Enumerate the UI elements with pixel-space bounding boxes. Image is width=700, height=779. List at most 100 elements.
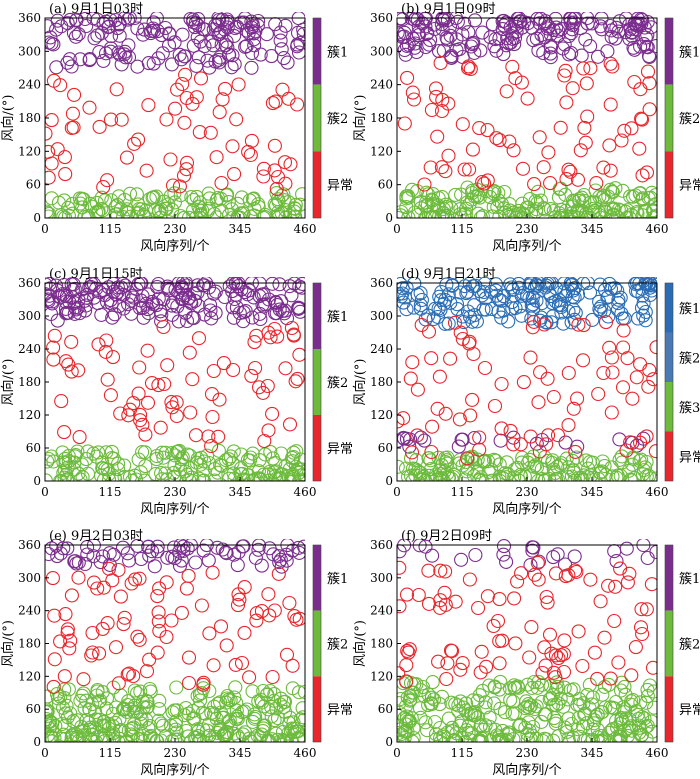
scatter-point <box>640 64 656 79</box>
x-tick-label: 115 <box>451 222 474 236</box>
scatter-point <box>550 472 565 481</box>
scatter-point <box>644 278 657 293</box>
scatter-point <box>170 82 185 97</box>
scatter-point <box>540 277 555 291</box>
scatter-point <box>171 314 186 329</box>
scatter-point <box>167 551 182 566</box>
scatter-point <box>253 47 268 62</box>
scatter-point <box>187 293 203 308</box>
scatter-point <box>407 677 422 692</box>
y-tick-label: 360 <box>18 276 41 290</box>
scatter-point <box>168 448 183 463</box>
scatter-point <box>210 725 225 740</box>
scatter-point <box>428 727 444 742</box>
scatter-points <box>45 539 305 742</box>
scatter-point <box>425 187 441 202</box>
scatter-point <box>177 708 192 723</box>
scatter-point <box>156 319 171 335</box>
scatter-point <box>438 164 453 179</box>
scatter-point <box>633 620 649 635</box>
scatter-point <box>149 452 164 467</box>
scatter-point <box>225 139 240 154</box>
scatter-point <box>285 658 300 673</box>
scatter-point <box>267 603 282 618</box>
scatter-point <box>643 471 657 481</box>
scatter-point <box>64 730 79 742</box>
scatter-point <box>475 25 490 40</box>
scatter-point <box>491 185 506 201</box>
scatter-point <box>400 643 415 658</box>
scatter-point <box>135 445 150 460</box>
scatter-point <box>90 682 105 698</box>
scatter-point <box>617 679 632 694</box>
scatter-point <box>439 456 455 471</box>
scatter-point <box>457 472 472 481</box>
scatter-point <box>67 296 82 311</box>
y-tick-label: 360 <box>18 11 41 25</box>
scatter-point <box>225 455 240 470</box>
scatter-point <box>108 199 123 214</box>
scatter-point <box>257 718 272 733</box>
scatter-point <box>500 466 515 481</box>
y-axis-label: 风向/(°) <box>0 620 16 667</box>
scatter-point <box>604 350 619 365</box>
scatter-point <box>600 44 615 59</box>
scatter-point <box>114 112 129 127</box>
scatter-point <box>479 659 494 674</box>
scatter-point <box>455 331 470 347</box>
scatter-point <box>432 209 447 218</box>
scatter-point <box>611 202 626 217</box>
scatter-point <box>431 301 446 316</box>
scatter-point <box>252 453 267 468</box>
scatter-point <box>267 163 282 178</box>
scatter-point <box>520 91 535 106</box>
scatter-point <box>193 71 209 86</box>
scatter-point <box>165 178 181 193</box>
scatter-point <box>156 450 171 465</box>
scatter-point <box>232 731 247 742</box>
scatter-point <box>441 148 456 163</box>
scatter-point <box>203 125 218 140</box>
scatter-point <box>496 471 511 481</box>
scatter-point <box>632 725 647 740</box>
scatter-point <box>291 301 305 316</box>
scatter-point <box>60 460 75 475</box>
panel-title: (c) 9月1日15时 <box>49 267 143 282</box>
scatter-point <box>575 473 590 481</box>
y-tick-label: 300 <box>370 309 393 323</box>
panel-title: (b) 9月1日09时 <box>401 2 496 17</box>
x-tick-label: 230 <box>516 222 539 236</box>
scatter-point <box>489 288 504 303</box>
scatter-point <box>45 204 54 218</box>
scatter-points <box>397 277 657 481</box>
scatter-point <box>141 721 156 736</box>
scatter-point <box>503 692 518 707</box>
scatter-point <box>179 313 195 329</box>
scatter-point <box>413 286 428 301</box>
scatter-point <box>135 417 150 432</box>
scatter-point <box>225 48 240 63</box>
scatter-point <box>495 22 510 37</box>
scatter-point <box>537 317 552 332</box>
scatter-point <box>471 188 486 203</box>
scatter-point <box>108 207 123 218</box>
scatter-point <box>505 59 520 74</box>
scatter-point <box>182 473 197 481</box>
scatter-point <box>624 121 639 136</box>
x-tick-label: 230 <box>164 485 187 499</box>
scatter-point <box>587 203 602 218</box>
scatter-point <box>282 417 298 432</box>
scatter-point <box>648 188 657 203</box>
scatter-point <box>211 443 226 458</box>
scatter-point <box>400 70 415 85</box>
scatter-point <box>45 36 59 51</box>
scatter-point <box>131 132 146 147</box>
scatter-point <box>472 121 487 136</box>
scatter-point <box>104 450 119 466</box>
scatter-point <box>169 680 184 695</box>
scatter-point <box>593 277 608 292</box>
scatter-point <box>169 408 184 424</box>
scatter-point <box>428 732 444 742</box>
scatter-point <box>411 587 426 603</box>
scatter-point <box>256 169 271 184</box>
